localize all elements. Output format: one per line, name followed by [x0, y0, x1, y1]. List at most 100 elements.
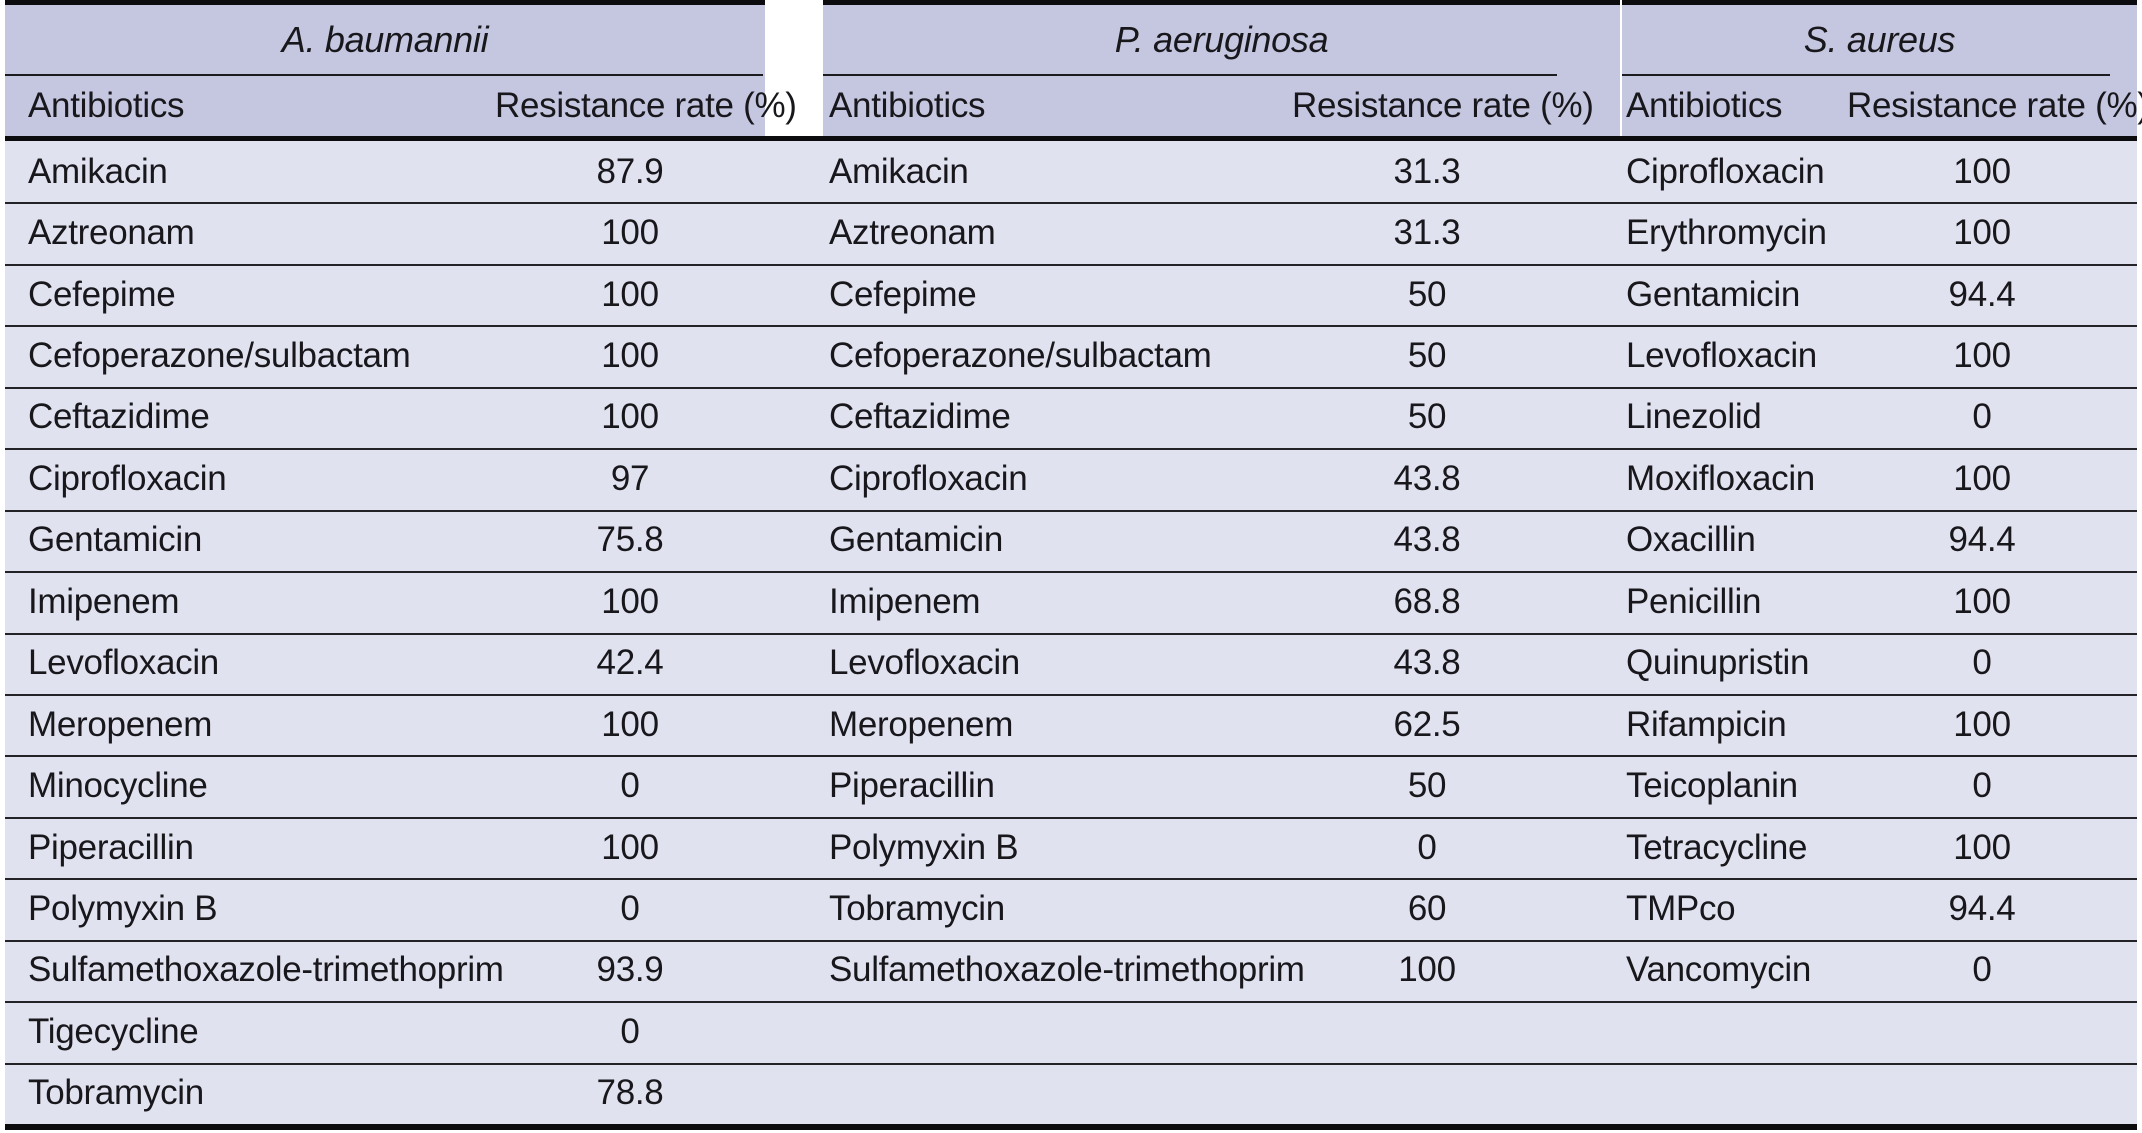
row-stripe [5, 509, 2137, 572]
row-stripe [5, 632, 2137, 694]
antibiotic-name: Minocycline [28, 766, 208, 806]
row-stripe [5, 878, 2137, 940]
resistance-rate-value: 100 [1953, 213, 2011, 253]
table-row: Gentamicin 75.8 [5, 510, 765, 571]
row-stripe [5, 816, 2137, 879]
row-stripe [5, 939, 2137, 1002]
table-row: Polymyxin B 0 [823, 817, 1620, 878]
antibiotic-name: Aztreonam [28, 213, 195, 253]
table-row: Amikacin 31.3 [823, 141, 1620, 202]
resistance-rate-value: 100 [1953, 151, 2011, 191]
resistance-rate-value: 0 [620, 888, 640, 928]
species-title: S. aureus [1803, 18, 1956, 60]
resistance-rate-value: 42.4 [596, 643, 664, 683]
row-stripe [5, 693, 2137, 756]
antibiotic-name: Ciprofloxacin [28, 458, 227, 498]
table-row: Vancomycin 0 [1622, 940, 2137, 1001]
resistance-rate-value: 0 [1972, 766, 1992, 806]
antibiotic-name: Amikacin [28, 151, 168, 191]
column-header-antibiotics: Antibiotics [829, 86, 986, 125]
antibiotic-name: Erythromycin [1626, 213, 1827, 253]
column-header-antibiotics: Antibiotics [1626, 86, 1783, 125]
antibiotic-name: Polymyxin B [829, 827, 1019, 867]
resistance-rate-value: 60 [1407, 888, 1447, 928]
antibiotic-name: Sulfamethoxazole-trimethoprim [829, 950, 1305, 990]
antibiotic-name: Cefoperazone/sulbactam [829, 336, 1212, 376]
resistance-rate-value: 31.3 [1393, 213, 1461, 253]
antibiotic-name: Gentamicin [829, 520, 1004, 560]
table-row [1622, 1063, 2137, 1124]
resistance-rate-value: 50 [1407, 336, 1447, 376]
antibiotic-name: TMPco [1626, 888, 1736, 928]
row-stripe [5, 202, 2137, 264]
table-row: Linezolid 0 [1622, 387, 2137, 448]
header-band: S. aureus Antibiotics Resistance rate (%… [1622, 5, 2142, 136]
table-row: Gentamicin 94.4 [1622, 264, 2137, 325]
table-row: Cefoperazone/sulbactam 50 [823, 325, 1620, 386]
table-row: Erythromycin 100 [1622, 202, 2137, 263]
row-stripe [5, 263, 2137, 326]
resistance-rate-value: 43.8 [1393, 520, 1461, 560]
subtable-p-aeruginosa: P. aeruginosa Antibiotics Resistance rat… [823, 0, 1620, 1130]
resistance-rate-value: 62.5 [1393, 704, 1461, 744]
subtable-rows: Ciprofloxacin 100 Erythromycin 100 Gentami… [1622, 141, 2137, 1124]
table-row: Cefepime 50 [823, 264, 1620, 325]
table-row: Cefoperazone/sulbactam 100 [5, 325, 765, 386]
subtable-rows: Amikacin 31.3 Aztreonam 31.3 Cefepime 50 Ce… [823, 141, 1620, 1124]
column-header-resistance-rate: Resistance rate (%) [495, 86, 797, 125]
row-stripe [5, 386, 2137, 449]
species-title: P. aeruginosa [1114, 18, 1329, 60]
resistance-rate-value: 97 [610, 458, 650, 498]
resistance-rate-value: 94.4 [1948, 520, 2016, 560]
table-row: Ciprofloxacin 97 [5, 448, 765, 509]
antibiotic-name: Linezolid [1626, 397, 1762, 437]
antibiotic-name: Teicoplanin [1626, 766, 1798, 806]
antibiotic-name: Cefepime [28, 274, 176, 314]
antibiotic-name: Rifampicin [1626, 704, 1787, 744]
table-bottom-rule [5, 1124, 2137, 1130]
resistance-rate-value: 94.4 [1948, 274, 2016, 314]
resistance-rate-value: 100 [601, 336, 659, 376]
top-rule [5, 0, 765, 5]
resistance-rate-value: 93.9 [596, 950, 664, 990]
antibiotic-name: Oxacillin [1626, 520, 1756, 560]
table-row: Ceftazidime 50 [823, 387, 1620, 448]
table-row: Tobramycin 78.8 [5, 1063, 765, 1124]
table-row: Ceftazidime 100 [5, 387, 765, 448]
antibiotic-name: Tobramycin [28, 1073, 204, 1113]
table-row: Sulfamethoxazole-trimethoprim 93.9 [5, 940, 765, 1001]
resistance-rate-value: 94.4 [1948, 888, 2016, 928]
resistance-rate-value: 100 [601, 704, 659, 744]
resistance-rate-value: 100 [1953, 827, 2011, 867]
top-rule [1622, 0, 2137, 5]
antibiotic-name: Amikacin [829, 151, 969, 191]
table-row [823, 1063, 1620, 1124]
table-row [823, 1001, 1620, 1062]
table-row: Levofloxacin 43.8 [823, 633, 1620, 694]
antibiotic-name: Imipenem [829, 581, 981, 621]
subtable-rows: Amikacin 87.9 Aztreonam 100 Cefepime 100 Ce… [5, 141, 765, 1124]
antibiotic-name: Penicillin [1626, 581, 1762, 621]
table-row: Imipenem 100 [5, 571, 765, 632]
row-stripe [5, 755, 2137, 817]
species-underline [1622, 74, 2110, 76]
table-row [1622, 1001, 2137, 1062]
antibiotic-name: Ciprofloxacin [829, 458, 1028, 498]
column-header-resistance-rate: Resistance rate (%) [1847, 86, 2142, 125]
antibiotic-name: Tobramycin [829, 888, 1005, 928]
header-band: A. baumannii Antibiotics Resistance rate… [5, 5, 797, 136]
resistance-rate-value: 50 [1407, 397, 1447, 437]
subtable-s-aureus: S. aureus Antibiotics Resistance rate (%… [1622, 0, 2142, 1130]
table-row: Gentamicin 43.8 [823, 510, 1620, 571]
resistance-rate-value: 78.8 [596, 1073, 664, 1113]
antibiotic-name: Piperacillin [28, 827, 194, 867]
table-row: Amikacin 87.9 [5, 141, 765, 202]
resistance-rate-value: 0 [1972, 643, 1992, 683]
resistance-rate-value: 100 [1398, 950, 1456, 990]
resistance-rate-value: 43.8 [1393, 643, 1461, 683]
resistance-rate-value: 68.8 [1393, 581, 1461, 621]
resistance-rate-value: 100 [601, 213, 659, 253]
table-body-background [5, 141, 2137, 1124]
species-title: A. baumannii [281, 18, 489, 60]
